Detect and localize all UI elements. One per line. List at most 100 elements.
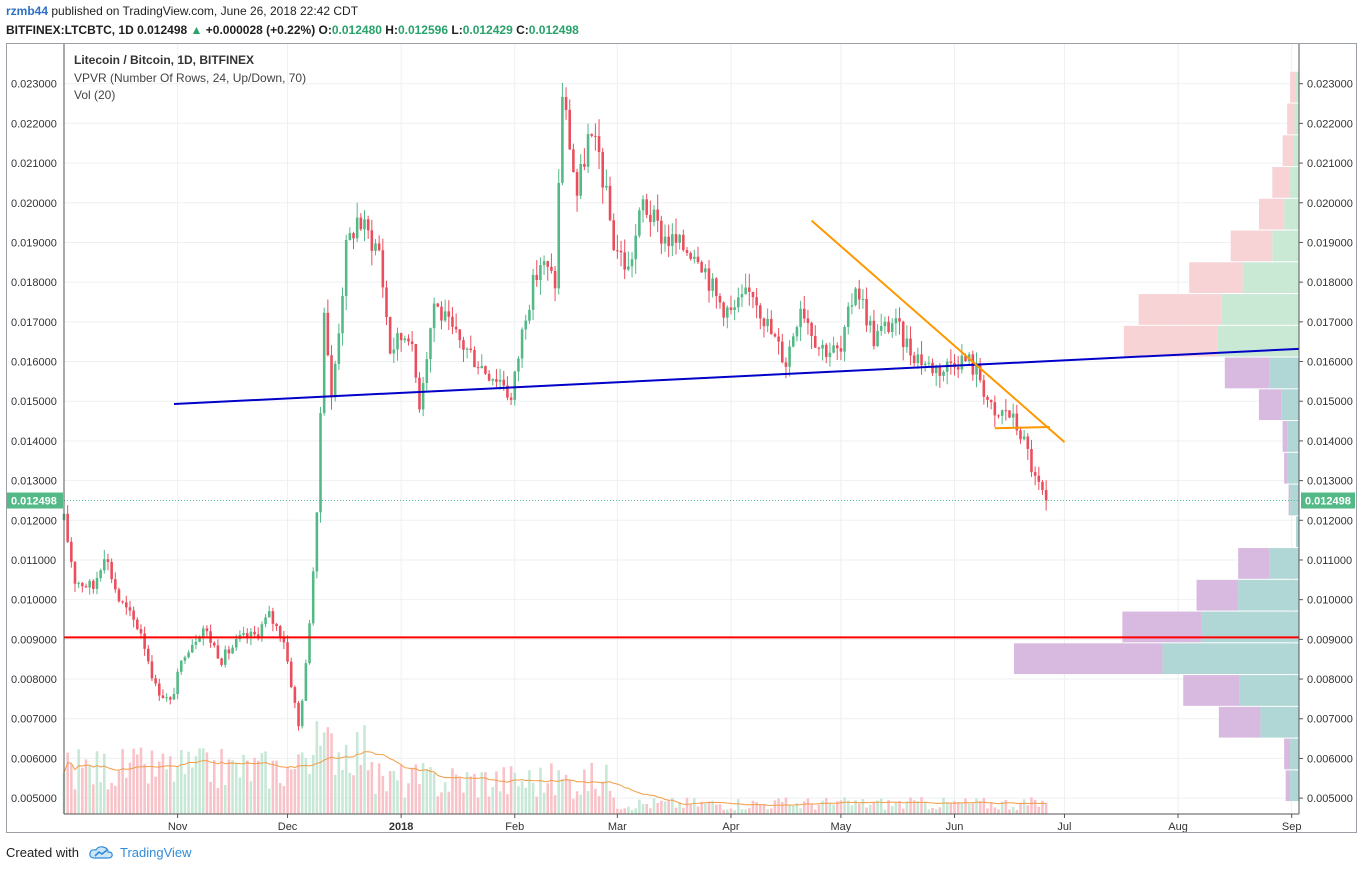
y-tick-label-left: 0.014000 (11, 436, 57, 448)
volume-bar (484, 772, 487, 814)
y-tick-label-left: 0.009000 (11, 634, 57, 646)
candle-body (205, 628, 209, 632)
volume-bar (355, 732, 359, 814)
candle-body (476, 367, 480, 369)
candle-body (315, 512, 319, 572)
volume-bar (176, 767, 179, 814)
volume-bar (832, 804, 835, 814)
candle-body (198, 638, 201, 642)
volume-bar (660, 800, 663, 814)
volume-bar (898, 800, 901, 814)
volume-bar (209, 781, 212, 814)
vpvr-up-bar (1238, 579, 1299, 611)
candle-body (249, 631, 253, 639)
volume-bar (967, 803, 971, 814)
volume-bar (513, 772, 517, 814)
candle-body (403, 338, 407, 341)
volume-bar (154, 776, 157, 814)
volume-bar (264, 751, 267, 814)
publish-line: rzmb44 published on TradingView.com, Jun… (6, 2, 1356, 20)
low-value: 0.012429 (462, 23, 513, 37)
candle-body (176, 671, 179, 695)
volume-bar (586, 791, 590, 814)
candle-body (352, 233, 355, 239)
volume-bar (857, 803, 861, 814)
volume-bar (366, 770, 370, 814)
volume-bar (220, 748, 223, 814)
volume-bar (117, 770, 121, 814)
candle-body (161, 695, 165, 698)
candle-body (696, 256, 700, 263)
vpvr-down-bar (1224, 357, 1270, 389)
volume-bar (92, 784, 95, 814)
vpvr-up-bar (1284, 198, 1299, 230)
y-tick-label-left: 0.005000 (11, 793, 57, 805)
volume-bar (73, 789, 77, 814)
candle-body (572, 149, 575, 172)
candle-body (623, 252, 626, 270)
candle-body (909, 338, 912, 356)
vpvr-down-bar (1014, 643, 1163, 675)
candle-body (802, 308, 806, 319)
volume-bar (190, 767, 194, 814)
candle-body (1011, 413, 1015, 418)
volume-bar (77, 749, 80, 814)
candle-body (597, 136, 601, 153)
y-tick-label-right: 0.008000 (1307, 674, 1353, 686)
volume-bar (491, 787, 495, 814)
volume-bar (989, 802, 993, 814)
candle-body (66, 513, 69, 542)
candle-body (810, 322, 813, 336)
candle-body (436, 303, 440, 307)
symbol-label[interactable]: BITFINEX:LTCBTC, 1D (6, 23, 134, 37)
volume-bar (634, 808, 637, 814)
vpvr-down-bar (1258, 389, 1282, 421)
tradingview-link[interactable]: TradingView (120, 845, 192, 860)
legend-vpvr[interactable]: VPVR (Number Of Rows, 24, Up/Down, 70) (74, 71, 306, 85)
legend-volume[interactable]: Vol (20) (74, 88, 115, 102)
candle-body (879, 326, 883, 331)
volume-bar (879, 798, 883, 814)
candle-body (795, 327, 799, 337)
chart-header: rzmb44 published on TradingView.com, Jun… (6, 2, 1356, 40)
y-tick-label-right: 0.007000 (1307, 714, 1353, 726)
candle-body (297, 702, 300, 727)
x-tick-label: Sep (1282, 821, 1302, 832)
vpvr-up-bar (1287, 421, 1299, 452)
chart-frame[interactable]: 0.023000 0.023000 0.022000 0.022000 0.021000… (6, 43, 1357, 833)
candle-body (850, 305, 854, 307)
x-tick-label: Aug (1168, 821, 1188, 832)
y-tick-label-left: 0.015000 (11, 396, 57, 408)
volume-bar (81, 767, 84, 814)
candle-body (707, 268, 711, 291)
vpvr-down-bar (1230, 230, 1273, 262)
author-link[interactable]: rzmb44 (6, 4, 49, 18)
candle-body (216, 645, 220, 659)
volume-bar (425, 769, 429, 814)
candle-body (894, 318, 898, 324)
volume-ma-line (63, 751, 1047, 806)
candle-body (223, 649, 227, 665)
x-tick-label: Mar (608, 821, 627, 832)
candle-body (715, 278, 718, 297)
volume-bar (872, 802, 876, 814)
candle-body (465, 348, 469, 350)
candle-body (1022, 436, 1026, 440)
price-chart[interactable]: 0.023000 0.023000 0.022000 0.022000 0.021000… (7, 44, 1356, 832)
candles (62, 82, 1048, 731)
volume-bar (704, 803, 707, 814)
candle-body (355, 217, 359, 239)
volume-bar (528, 770, 531, 814)
candle-body (583, 164, 586, 167)
candle-body (498, 379, 502, 382)
last-price-label-left: 0.012498 (11, 496, 57, 508)
candle-body (103, 559, 106, 571)
candle-body (443, 311, 447, 321)
volume-bar (733, 810, 736, 814)
created-with-label: Created with (6, 845, 79, 860)
candle-body (978, 364, 982, 381)
candle-body (473, 350, 476, 368)
candle-body (377, 243, 381, 251)
candle-body (638, 210, 641, 236)
candle-body (641, 199, 645, 211)
